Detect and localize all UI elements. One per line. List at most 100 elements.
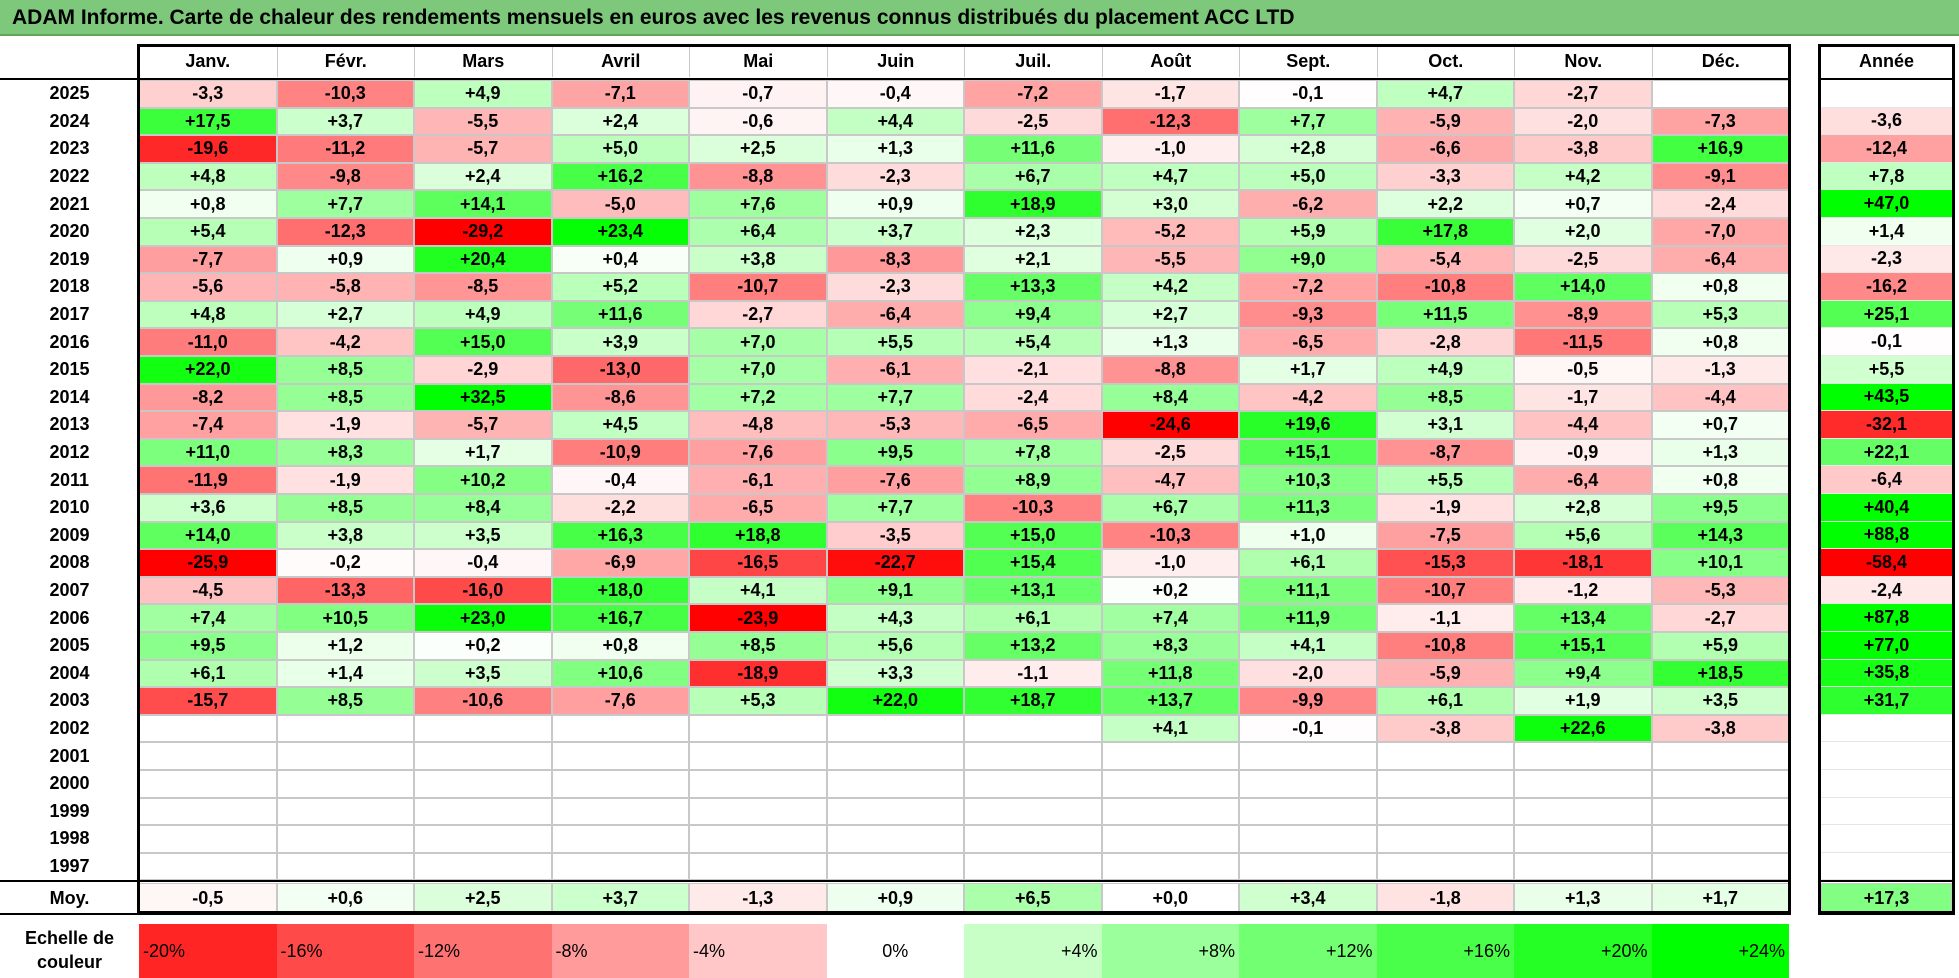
heatmap-cell: +17,5	[139, 107, 277, 136]
heatmap-cell	[414, 825, 552, 853]
heatmap-cell: -7,0	[1651, 218, 1789, 246]
heatmap-cell: -5,3	[1651, 576, 1789, 605]
heatmap-cell: -11,2	[276, 135, 414, 163]
heatmap-cell	[689, 770, 827, 798]
heatmap-cell: +7,7	[1239, 107, 1377, 136]
heatmap-cell: -7,6	[689, 438, 827, 467]
heatmap-cell	[964, 797, 1102, 826]
heatmap-cell: -15,7	[139, 687, 277, 715]
heatmap-cell: -4,2	[276, 328, 414, 356]
heatmap-cell: +5,2	[551, 273, 689, 301]
heatmap-cell: +15,1	[1239, 438, 1377, 467]
heatmap-cell: -11,0	[139, 328, 277, 356]
heatmap-cell: -4,8	[689, 411, 827, 439]
heatmap-cell: +10,5	[276, 604, 414, 632]
heatmap-cell: +0,7	[1651, 411, 1789, 439]
heatmap-cell: +4,9	[1376, 356, 1514, 384]
heatmap-cell: +9,5	[139, 632, 277, 660]
heatmap-cell: -0,4	[551, 466, 689, 494]
heatmap-cell	[1514, 742, 1652, 770]
heatmap-cell	[1101, 770, 1239, 798]
heatmap-cell: +8,5	[276, 356, 414, 384]
heatmap-cell: +2,2	[1376, 190, 1514, 218]
year-label: 2013	[49, 414, 90, 435]
heatmap-cell: +14,3	[1651, 521, 1789, 550]
heatmap-cell: -24,6	[1101, 411, 1239, 439]
heatmap-cell: +2,0	[1514, 218, 1652, 246]
heatmap-cell: +2,1	[964, 245, 1102, 274]
heatmap-cell: +5,5	[826, 328, 964, 356]
annual-cell: -2,3	[1821, 245, 1952, 274]
heatmap-cell: +3,5	[1651, 687, 1789, 715]
heatmap-cell: +32,5	[414, 383, 552, 412]
heatmap-cell	[139, 770, 277, 798]
heatmap-cell	[1651, 825, 1789, 853]
heatmap-cell: +11,6	[551, 300, 689, 329]
annual-cell: +43,5	[1821, 383, 1952, 412]
heatmap-cell: +5,4	[139, 218, 277, 246]
heatmap-cell: -3,8	[1514, 135, 1652, 163]
heatmap-cell: -6,1	[689, 466, 827, 494]
heatmap-cell: -2,2	[551, 494, 689, 522]
heatmap-cell	[826, 852, 964, 881]
heatmap-cell: -7,1	[551, 80, 689, 108]
heatmap-cell	[551, 742, 689, 770]
average-annual-cell: +17,3	[1821, 883, 1952, 913]
year-label: 2014	[49, 386, 90, 407]
heatmap-cell: +4,1	[1239, 632, 1377, 660]
heatmap-cell: -0,6	[689, 107, 827, 136]
heatmap-cell: +15,0	[964, 521, 1102, 550]
annual-cell: -6,4	[1821, 466, 1952, 494]
heatmap-cell: +3,0	[1101, 190, 1239, 218]
heatmap-cell: +14,0	[1514, 273, 1652, 301]
heatmap-cell: -2,4	[1651, 190, 1789, 218]
year-label: 2019	[49, 248, 90, 269]
heatmap-cell: +9,4	[1514, 659, 1652, 688]
heatmap-cell: -5,9	[1376, 107, 1514, 136]
heatmap-cell: +1,4	[276, 659, 414, 688]
annual-cell: +5,5	[1821, 356, 1952, 384]
heatmap-cell: +11,9	[1239, 604, 1377, 632]
heatmap-cell: +5,3	[1651, 300, 1789, 329]
heatmap-cell: +1,2	[276, 632, 414, 660]
heatmap-cell: +6,1	[1239, 549, 1377, 577]
heatmap-cell: -16,5	[689, 549, 827, 577]
heatmap-cell: +9,5	[826, 438, 964, 467]
color-scale-label: Echelle de couleur	[24, 928, 115, 972]
heatmap-cell: +7,4	[139, 604, 277, 632]
heatmap-cell: +9,4	[964, 300, 1102, 329]
heatmap-cell: +5,9	[1239, 218, 1377, 246]
heatmap-cell: -2,3	[826, 162, 964, 191]
heatmap-cell: -7,2	[964, 80, 1102, 108]
heatmap-cell: +2,7	[1101, 300, 1239, 329]
heatmap-cell: -3,8	[1651, 714, 1789, 743]
heatmap-cell: -7,6	[826, 466, 964, 494]
heatmap-cell: -6,5	[1239, 328, 1377, 356]
annual-cell	[1821, 825, 1952, 853]
year-label: 2016	[49, 331, 90, 352]
heatmap-cell: +5,4	[964, 328, 1102, 356]
heatmap-cell: -5,4	[1376, 245, 1514, 274]
heatmap-cell: -2,7	[689, 300, 827, 329]
heatmap-cell	[276, 714, 414, 743]
heatmap-cell	[964, 714, 1102, 743]
heatmap-cell	[689, 742, 827, 770]
heatmap-cell: +3,7	[826, 218, 964, 246]
heatmap-cell: +23,4	[551, 218, 689, 246]
year-label: 2007	[49, 580, 90, 601]
annual-cell: +87,8	[1821, 604, 1952, 632]
heatmap-cell: +5,5	[1376, 466, 1514, 494]
annual-cell: +47,0	[1821, 190, 1952, 218]
heatmap-cell: -5,3	[826, 411, 964, 439]
month-header: Avril	[551, 46, 690, 77]
average-label: Moy.	[49, 887, 90, 908]
heatmap-cell: +4,1	[1101, 714, 1239, 743]
heatmap-cell: +22,6	[1514, 714, 1652, 743]
heatmap-cell: -5,6	[139, 273, 277, 301]
heatmap-cell	[689, 714, 827, 743]
average-cell: +0,0	[1101, 883, 1239, 913]
heatmap-cell: +8,5	[1376, 383, 1514, 412]
heatmap-cell: +4,4	[826, 107, 964, 136]
annual-cell	[1821, 770, 1952, 798]
heatmap-cell: +10,3	[1239, 466, 1377, 494]
